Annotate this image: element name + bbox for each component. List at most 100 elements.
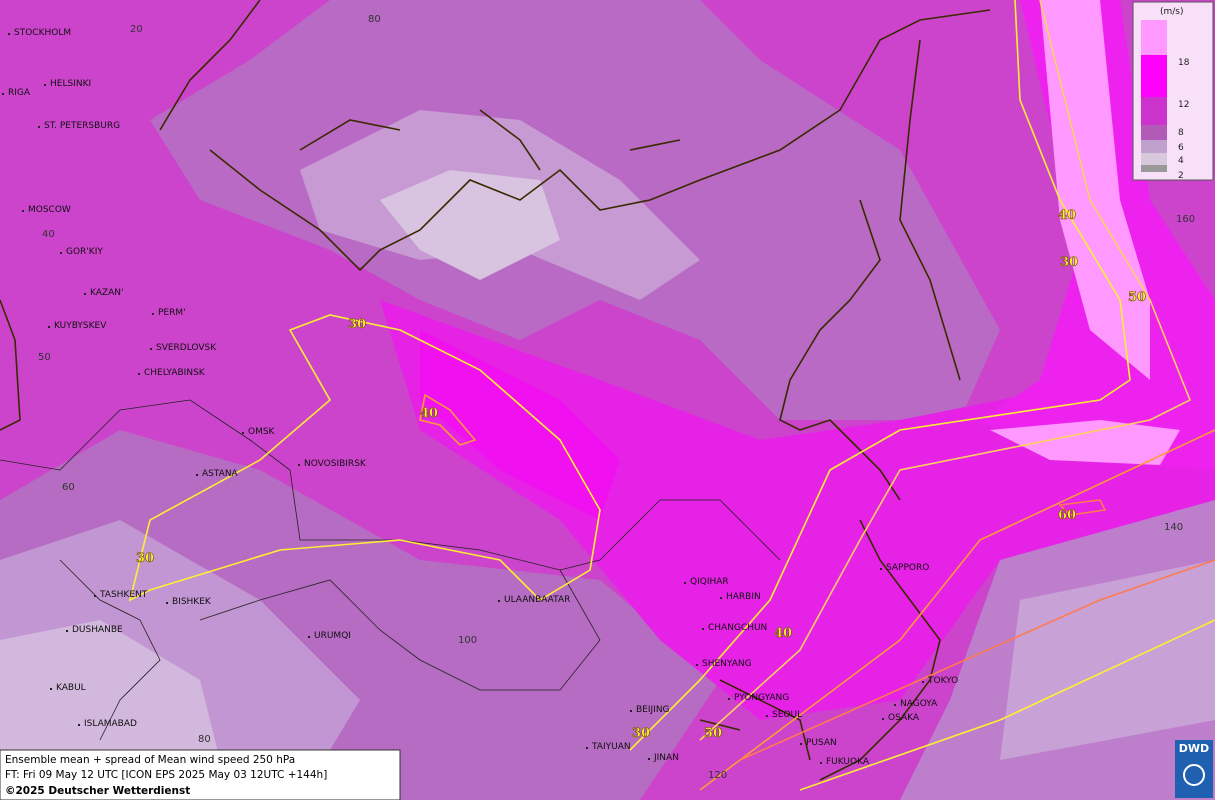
city-marker bbox=[242, 432, 244, 434]
city-label: ST. PETERSBURG bbox=[44, 121, 120, 131]
city-label: QIQIHAR bbox=[690, 577, 729, 587]
city-label: JINAN bbox=[653, 753, 679, 763]
city-marker bbox=[66, 630, 68, 632]
city-label: OMSK bbox=[248, 427, 276, 437]
city-label: URUMQI bbox=[314, 631, 351, 641]
city-marker bbox=[152, 313, 154, 315]
city-marker bbox=[720, 597, 722, 599]
city-label: HARBIN bbox=[726, 592, 761, 602]
city-label: TAIYUAN bbox=[591, 742, 631, 752]
city-label: NAGOYA bbox=[900, 699, 938, 709]
city-label: HELSINKI bbox=[50, 79, 91, 89]
city-marker bbox=[894, 704, 896, 706]
footer-title: Ensemble mean + spread of Mean wind spee… bbox=[5, 754, 295, 766]
city-label: BISHKEK bbox=[172, 597, 212, 607]
city-marker bbox=[308, 636, 310, 638]
grid-label: 160 bbox=[1176, 214, 1195, 225]
contour-label: 40 bbox=[774, 626, 792, 641]
contour-label: 30 bbox=[632, 726, 650, 741]
contours bbox=[128, 0, 1215, 791]
city-marker bbox=[8, 33, 10, 35]
city-marker bbox=[94, 595, 96, 597]
footer-box bbox=[0, 749, 401, 800]
legend-level: 2 bbox=[1178, 171, 1184, 181]
city-marker bbox=[60, 252, 62, 254]
city-marker bbox=[78, 724, 80, 726]
city-marker bbox=[800, 743, 802, 745]
city-marker bbox=[820, 762, 822, 764]
city-label: SAPPORO bbox=[886, 563, 929, 573]
logo-text: DWD bbox=[1179, 742, 1209, 755]
city-marker bbox=[586, 747, 588, 749]
grid-label: 20 bbox=[130, 24, 143, 35]
coastlines bbox=[0, 0, 991, 781]
city-label: MOSCOW bbox=[28, 205, 71, 215]
city-marker bbox=[684, 582, 686, 584]
city-label: SEOUL bbox=[772, 710, 802, 720]
city-marker bbox=[498, 600, 500, 602]
contour-label: 30 bbox=[1060, 255, 1078, 270]
city-marker bbox=[298, 464, 300, 466]
city-label: ASTANA bbox=[202, 469, 239, 479]
city-marker bbox=[696, 664, 698, 666]
footer-time: FT: Fri 09 May 12 UTC [ICON EPS 2025 May… bbox=[5, 769, 327, 781]
legend-level: 18 bbox=[1178, 58, 1190, 68]
contour-label: 40 bbox=[1058, 208, 1076, 223]
city-marker bbox=[44, 84, 46, 86]
footer-copyright: ©2025 Deutscher Wetterdienst bbox=[5, 785, 190, 797]
city-marker bbox=[48, 326, 50, 328]
city-marker bbox=[880, 568, 882, 570]
city-marker bbox=[922, 681, 924, 683]
city-marker bbox=[630, 710, 632, 712]
city-label: KAZAN' bbox=[90, 288, 123, 298]
city-label: SVERDLOVSK bbox=[156, 343, 217, 353]
legend-swatches bbox=[1141, 20, 1167, 172]
city-label: ISLAMABAD bbox=[84, 719, 137, 729]
city-marker bbox=[728, 698, 730, 700]
city-label: OSAKA bbox=[888, 713, 920, 723]
city-marker bbox=[22, 210, 24, 212]
legend-level: 8 bbox=[1178, 128, 1184, 138]
grid-label: 60 bbox=[62, 482, 75, 493]
city-marker bbox=[882, 718, 884, 720]
city-label: SHENYANG bbox=[702, 659, 752, 669]
logo-icon bbox=[1183, 764, 1205, 786]
city-marker bbox=[50, 688, 52, 690]
city-marker bbox=[702, 628, 704, 630]
city-label: ULAANBAATAR bbox=[504, 595, 570, 605]
city-label: RIGA bbox=[8, 88, 31, 98]
city-marker bbox=[150, 348, 152, 350]
city-label: GOR'KIY bbox=[66, 247, 103, 257]
grid-label: 140 bbox=[1164, 522, 1183, 533]
city-label: TASHKENT bbox=[99, 590, 148, 600]
contour-label: 40 bbox=[420, 406, 438, 421]
city-label: DUSHANBE bbox=[72, 625, 123, 635]
legend-level: 4 bbox=[1178, 156, 1184, 166]
grid-label: 80 bbox=[368, 14, 381, 25]
city-label: TOKYO bbox=[927, 676, 958, 686]
legend-level: 12 bbox=[1178, 100, 1189, 110]
logo-box bbox=[1175, 740, 1213, 798]
city-label: PERM' bbox=[158, 308, 186, 318]
city-marker bbox=[196, 474, 198, 476]
grid-label: 50 bbox=[38, 352, 51, 363]
city-marker bbox=[166, 602, 168, 604]
city-label: PYONGYANG bbox=[734, 693, 789, 703]
grid-label: 80 bbox=[198, 734, 211, 745]
city-label: FUKUOKA bbox=[826, 757, 870, 767]
legend-level: 6 bbox=[1178, 143, 1184, 153]
city-marker bbox=[648, 758, 650, 760]
grid-label: 120 bbox=[708, 770, 727, 781]
city-label: KUYBYSKEV bbox=[54, 321, 107, 331]
city-marker bbox=[2, 93, 4, 95]
city-marker bbox=[138, 373, 140, 375]
city-marker bbox=[84, 293, 86, 295]
city-label: NOVOSIBIRSK bbox=[304, 459, 367, 469]
city-marker bbox=[38, 126, 40, 128]
city-marker bbox=[766, 715, 768, 717]
contour-label: 30 bbox=[348, 317, 366, 332]
contour-label: 30 bbox=[136, 551, 154, 566]
city-label: PUSAN bbox=[806, 738, 837, 748]
